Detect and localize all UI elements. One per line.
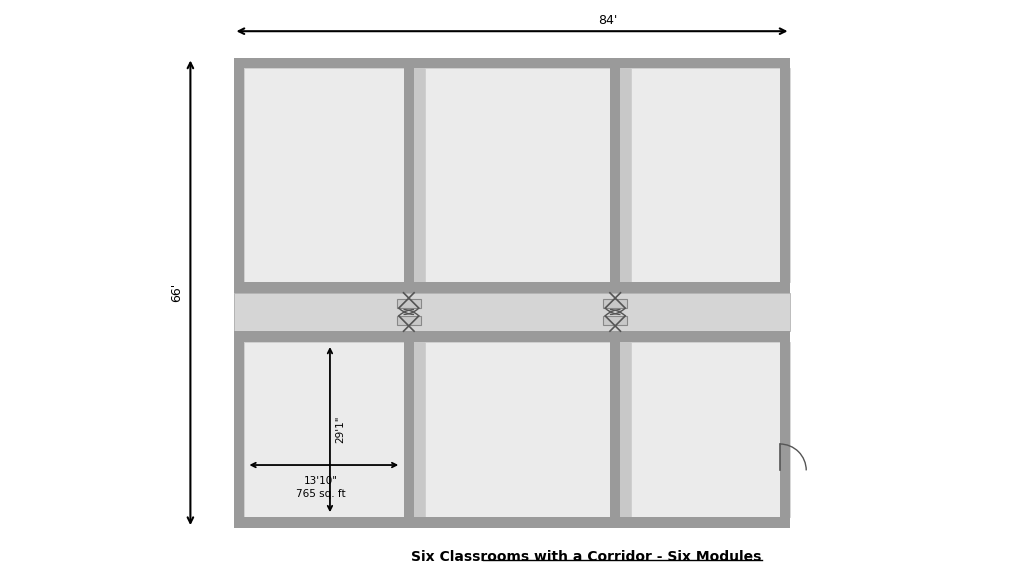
Bar [233,293,791,331]
Text: 84': 84' [598,14,617,27]
Bar [244,68,403,282]
Bar [603,316,627,325]
Bar [631,342,791,517]
Bar [233,58,791,293]
Bar [233,331,244,528]
Bar [780,58,791,293]
Bar [233,58,244,293]
Bar [425,68,610,282]
Bar [233,331,791,342]
Bar [233,282,791,293]
Text: 66': 66' [170,283,183,302]
Bar [233,331,791,528]
Bar [233,293,791,331]
Bar [631,68,791,282]
Bar [780,331,791,528]
Bar [603,299,627,308]
Text: Six Classrooms with a Corridor - Six Modules: Six Classrooms with a Corridor - Six Mod… [412,550,762,563]
Bar [233,517,791,528]
Bar [610,331,621,528]
Text: 765 sq. ft: 765 sq. ft [296,489,346,499]
Bar [396,316,421,325]
Bar [610,58,621,293]
Bar [403,58,414,293]
Text: 13'10": 13'10" [304,476,338,486]
Bar [233,58,791,68]
Bar [425,342,610,517]
Text: 29'1": 29'1" [336,416,346,444]
Bar [403,331,414,528]
Bar [396,299,421,308]
Bar [244,342,403,517]
